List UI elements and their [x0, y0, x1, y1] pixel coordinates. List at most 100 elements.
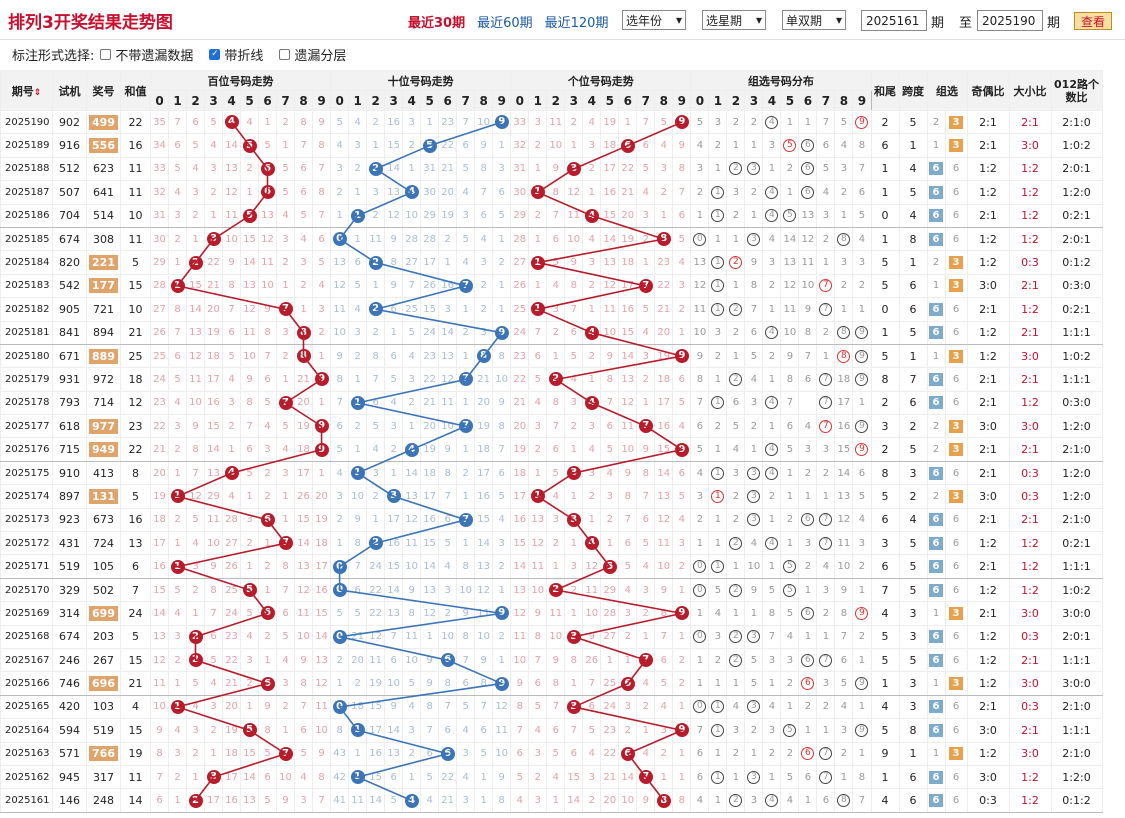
col-issue[interactable]: 期号⇕	[0, 70, 53, 111]
miss-cell: 13	[510, 577, 530, 603]
range-link-60[interactable]: 最近60期	[477, 16, 533, 31]
miss-cell: 1	[528, 156, 548, 182]
miss-cell: 11	[600, 297, 620, 322]
big-small-cell: 0:3	[1008, 484, 1052, 509]
miss-cell: 8	[330, 718, 350, 743]
option-missing-layer[interactable]: 遗漏分层	[273, 45, 346, 64]
miss-cell: 21	[150, 437, 169, 462]
table-row: 2025183 542 177 15 28 1 15 21 8 13 10 1 2 4 12 5 1 9 7 26 16…	[0, 273, 1103, 299]
miss-cell: 8	[546, 180, 566, 205]
year-select[interactable]: 选年份 ▾	[622, 10, 686, 30]
option-no-missing[interactable]: 不带遗漏数据	[94, 45, 193, 64]
prize-cell: 221	[86, 250, 121, 275]
miss-cell: 15	[564, 764, 584, 790]
ball-u: 6	[620, 746, 635, 761]
checkbox-icon[interactable]	[100, 48, 112, 60]
checkbox-icon[interactable]	[279, 48, 291, 60]
miss-cell: 7	[456, 367, 476, 392]
miss-cell: 6	[474, 718, 494, 743]
group-cell: 3	[834, 718, 854, 743]
miss-cell: 9	[546, 156, 566, 182]
period-to-input[interactable]: 2025190	[977, 10, 1043, 31]
group-cell: 5	[708, 577, 728, 603]
miss-cell: 1	[492, 273, 512, 299]
trial-cell: 820	[52, 250, 87, 275]
miss-cell: 8	[474, 156, 494, 182]
miss-cell: 8	[240, 390, 259, 416]
ball-t: 2	[368, 161, 383, 176]
miss-cell: 19	[204, 320, 223, 345]
week-select[interactable]: 选星期 ▾	[702, 10, 766, 30]
group-type-cell-2: 6	[944, 390, 968, 416]
miss-cell: 3	[330, 156, 350, 182]
group-cell: 8	[834, 320, 854, 345]
miss-cell: 22	[600, 741, 620, 766]
trial-cell: 923	[52, 507, 87, 533]
group-type-cell: 6	[926, 554, 946, 579]
miss-cell: 5	[510, 764, 530, 790]
odd-even-cell: 1:2	[966, 320, 1010, 345]
digit-header-1: 1	[528, 90, 548, 111]
digit-header-1: 1	[168, 90, 187, 111]
miss-cell: 14	[474, 531, 494, 556]
ball-u: 6	[620, 676, 635, 691]
view-button[interactable]: 查看	[1074, 12, 1112, 30]
group-cell: 3	[762, 133, 782, 158]
miss-cell: 1	[330, 531, 350, 556]
miss-cell: 1	[546, 554, 566, 579]
trial-cell: 594	[52, 718, 87, 743]
miss-cell: 4	[420, 788, 440, 813]
big-small-cell: 0:3	[1008, 694, 1052, 720]
option-polyline[interactable]: ✓ 带折线	[209, 48, 264, 64]
miss-cell: 11	[618, 414, 638, 439]
digit-header-5: 5	[240, 90, 259, 111]
miss-cell: 9	[564, 250, 584, 275]
miss-cell: 26	[582, 647, 602, 673]
trial-cell: 674	[52, 624, 87, 649]
miss-cell: 13	[474, 554, 494, 579]
miss-cell: 16	[618, 297, 638, 322]
issue-cell: 2025189	[0, 133, 53, 158]
miss-cell: 2	[546, 577, 566, 603]
miss-cell: 2	[672, 554, 692, 579]
miss-cell: 5	[294, 741, 313, 766]
miss-cell: 3	[474, 250, 494, 275]
period-from-input[interactable]: 2025161	[861, 10, 927, 31]
miss-cell: 13	[654, 484, 674, 509]
group-cell: 4	[834, 694, 854, 720]
checkbox-checked-icon[interactable]: ✓	[209, 48, 221, 60]
ball-t: 6	[440, 653, 455, 668]
miss-cell: 9	[510, 671, 530, 696]
group-cell: 7	[852, 156, 872, 182]
range-link-30[interactable]: 最近30期	[408, 16, 466, 31]
group-type-cell-2: 3	[944, 414, 968, 439]
miss-cell: 2	[546, 367, 566, 392]
parity-select[interactable]: 单双期 ▾	[782, 10, 846, 30]
group-cell: 1	[762, 671, 782, 696]
miss-cell: 23	[438, 109, 458, 135]
miss-cell: 1	[654, 764, 674, 790]
miss-cell: 14	[222, 133, 241, 158]
miss-cell: 9	[528, 601, 548, 626]
table-row: 2025175 910 413 8 20 1 7 13 4 5 2 3 17 1 4 1 3 1 14 18 8 2 17 6…	[0, 460, 1103, 486]
ball-u: 7	[638, 770, 653, 785]
road-cell: 2:0:1	[1050, 156, 1103, 182]
ball-h: 7	[278, 395, 293, 410]
miss-cell: 16	[204, 390, 223, 416]
group-cell: 1	[762, 297, 782, 322]
ball-t: 1	[350, 723, 365, 738]
miss-cell: 7	[564, 718, 584, 743]
digit-header-0: 0	[330, 90, 350, 111]
group-cell: 8	[744, 273, 764, 299]
range-link-120[interactable]: 最近120期	[544, 16, 609, 31]
ball-u: 4	[584, 208, 599, 223]
group-cell: 9	[780, 343, 800, 369]
miss-cell: 3	[564, 624, 584, 649]
miss-cell: 13	[204, 460, 223, 486]
miss-cell: 2	[546, 320, 566, 345]
miss-cell: 17	[366, 718, 386, 743]
group-type-cell: 6	[926, 320, 946, 345]
trial-cell: 931	[52, 367, 87, 392]
big-small-cell: 3:0	[1008, 133, 1052, 158]
span-cell: 2	[898, 484, 928, 509]
